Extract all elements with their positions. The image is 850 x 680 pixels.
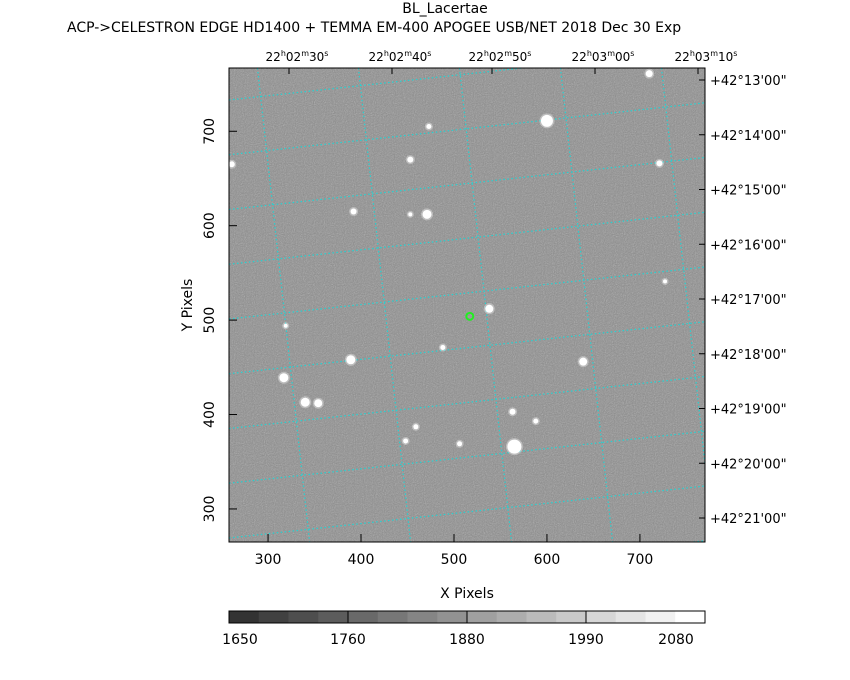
colorbar-step	[229, 611, 260, 623]
colorbar-step	[318, 611, 349, 623]
dec-tick-label: +42°14'00"	[710, 129, 787, 144]
colorbar-step	[288, 611, 319, 623]
dec-tick-label: +42°15'00"	[710, 184, 787, 199]
colorbar-tick-label: 2080	[658, 632, 694, 648]
colorbar-step	[258, 611, 289, 623]
ra-tick-label: 22h03m00s	[572, 49, 635, 64]
colorbar-tick-label: 1990	[568, 632, 604, 648]
colorbar-step	[407, 611, 438, 623]
star	[350, 208, 357, 215]
y-tick-label: 400	[202, 401, 218, 428]
star	[407, 156, 414, 163]
star	[533, 418, 539, 424]
colorbar-step	[645, 611, 676, 623]
colorbar-step	[467, 611, 498, 623]
y-tick-label: 600	[202, 212, 218, 239]
star	[645, 70, 653, 78]
star	[656, 160, 663, 167]
dec-tick-label: +42°18'00"	[710, 348, 787, 363]
star	[314, 399, 323, 408]
star	[485, 304, 494, 313]
dec-tick-label: +42°19'00"	[710, 403, 787, 418]
colorbar-step	[586, 611, 617, 623]
ra-grid-line	[559, 68, 614, 542]
star	[300, 397, 310, 407]
dec-tick-label: +42°16'00"	[710, 238, 787, 253]
dec-grid-line	[229, 68, 522, 101]
x-tick-label: 300	[255, 552, 282, 568]
ra-grid-line	[458, 68, 513, 542]
star	[422, 209, 432, 219]
star	[440, 344, 446, 350]
chart-title: BL_Lacertae	[402, 1, 488, 17]
ra-grid-line	[256, 68, 311, 542]
dec-tick-label: +42°20'00"	[710, 457, 787, 472]
y-tick-label: 300	[202, 496, 218, 523]
ra-tick-label: 22h02m30s	[266, 49, 329, 64]
colorbar-step	[496, 611, 527, 623]
colorbar-step	[615, 611, 646, 623]
star	[426, 124, 432, 130]
star	[663, 279, 668, 284]
colorbar-step	[437, 611, 468, 623]
plot-frame	[228, 67, 706, 543]
image-noise	[229, 68, 705, 542]
y-axis-label: Y Pixels	[180, 279, 196, 333]
star	[283, 323, 288, 328]
star	[457, 441, 463, 447]
dec-tick-label: +42°17'00"	[710, 293, 787, 308]
x-tick-label: 700	[627, 552, 654, 568]
star	[346, 355, 356, 365]
y-tick-label: 500	[202, 307, 218, 334]
colorbar-step	[348, 611, 379, 623]
x-tick-label: 600	[534, 552, 561, 568]
star	[413, 424, 419, 430]
colorbar-step	[675, 611, 706, 623]
ra-tick-label: 22h02m50s	[469, 49, 532, 64]
star	[403, 438, 409, 444]
colorbar-step	[377, 611, 408, 623]
y-tick-label: 700	[202, 118, 218, 145]
colorbar-tick-label: 1760	[330, 632, 366, 648]
ra-tick-label: 22h02m40s	[369, 49, 432, 64]
colorbar-step	[526, 611, 557, 623]
x-tick-label: 400	[348, 552, 375, 568]
star	[509, 408, 516, 415]
colorbar-tick-label: 1650	[222, 632, 258, 648]
colorbar-tick-label: 1880	[449, 632, 485, 648]
star	[279, 373, 289, 383]
colorbar-step	[556, 611, 587, 623]
dec-tick-label: +42°21'00"	[710, 512, 787, 527]
x-axis-label: X Pixels	[440, 586, 494, 602]
ra-grid-line	[357, 68, 412, 542]
star	[579, 357, 588, 366]
chart-subtitle: ACP->CELESTRON EDGE HD1400 + TEMMA EM-40…	[67, 20, 682, 36]
dec-tick-label: +42°13'00"	[710, 74, 787, 89]
star	[229, 161, 235, 168]
star	[507, 439, 522, 454]
star	[540, 114, 553, 127]
x-tick-label: 500	[441, 552, 468, 568]
target-marker	[465, 311, 475, 321]
ra-tick-label: 22h03m10s	[675, 49, 738, 64]
star	[408, 212, 413, 217]
